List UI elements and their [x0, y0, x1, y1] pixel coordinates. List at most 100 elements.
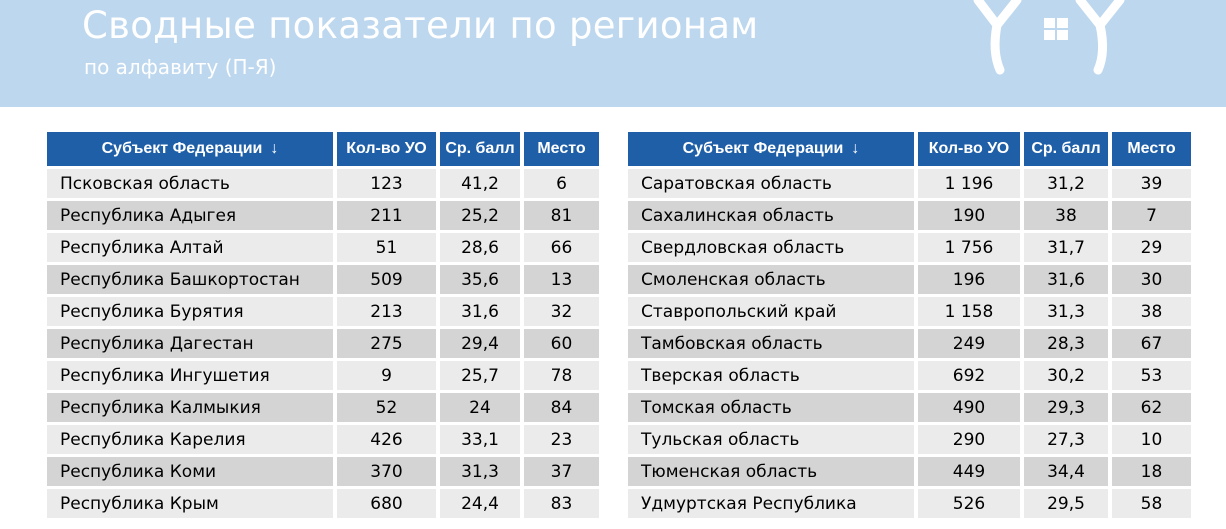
column-header-count[interactable]: Кол-во УО [918, 132, 1024, 169]
table-row: Республика Адыгея 211 25,2 81 [47, 201, 599, 233]
cell-count: 196 [918, 265, 1024, 297]
cell-avg-score: 33,1 [440, 425, 524, 457]
cell-avg-score: 30,2 [1024, 361, 1112, 393]
cell-count: 211 [337, 201, 440, 233]
table-row: Республика Башкортостан 509 35,6 13 [47, 265, 599, 297]
cell-region-name: Тверская область [628, 361, 918, 393]
cell-region-name: Свердловская область [628, 233, 918, 265]
cell-region-name: Республика Ингушетия [47, 361, 337, 393]
cell-count: 249 [918, 329, 1024, 361]
cell-count: 692 [918, 361, 1024, 393]
table-row: Республика Бурятия 213 31,6 32 [47, 297, 599, 329]
regions-table-left: Субъект Федерации ↓ Кол-во УО Ср. балл Ме… [47, 132, 599, 521]
cell-region-name: Республика Башкортостан [47, 265, 337, 297]
cell-region-name: Республика Коми [47, 457, 337, 489]
cell-avg-score: 31,2 [1024, 169, 1112, 201]
column-header-place[interactable]: Место [1112, 132, 1191, 169]
cell-count: 190 [918, 201, 1024, 233]
table-row: Псковская область 123 41,2 6 [47, 169, 599, 201]
cell-place: 83 [524, 489, 599, 521]
cell-region-name: Тульская область [628, 425, 918, 457]
title-banner: Сводные показатели по регионам по алфави… [0, 0, 1226, 107]
table-row: Республика Алтай 51 28,6 66 [47, 233, 599, 265]
cell-avg-score: 25,2 [440, 201, 524, 233]
column-header-place[interactable]: Место [524, 132, 599, 169]
cell-count: 1 158 [918, 297, 1024, 329]
cell-count: 370 [337, 457, 440, 489]
cell-region-name: Тамбовская область [628, 329, 918, 361]
column-header-subject[interactable]: Субъект Федерации ↓ [628, 132, 918, 169]
table-row: Республика Дагестан 275 29,4 60 [47, 329, 599, 361]
cell-avg-score: 34,4 [1024, 457, 1112, 489]
cell-place: 53 [1112, 361, 1191, 393]
cell-avg-score: 28,6 [440, 233, 524, 265]
sort-down-icon: ↓ [851, 140, 860, 157]
cell-place: 37 [524, 457, 599, 489]
cell-avg-score: 29,5 [1024, 489, 1112, 521]
cell-count: 275 [337, 329, 440, 361]
cell-region-name: Республика Крым [47, 489, 337, 521]
cell-count: 51 [337, 233, 440, 265]
column-header-subject[interactable]: Субъект Федерации ↓ [47, 132, 337, 169]
regions-table-right: Субъект Федерации ↓ Кол-во УО Ср. балл Ме… [628, 132, 1191, 521]
column-header-avg[interactable]: Ср. балл [1024, 132, 1112, 169]
table-row: Удмуртская Республика 526 29,5 58 [628, 489, 1191, 521]
cell-avg-score: 35,6 [440, 265, 524, 297]
cell-region-name: Республика Алтай [47, 233, 337, 265]
cell-region-name: Республика Карелия [47, 425, 337, 457]
cell-place: 38 [1112, 297, 1191, 329]
table-row: Тамбовская область 249 28,3 67 [628, 329, 1191, 361]
table-row: Томская область 490 29,3 62 [628, 393, 1191, 425]
cell-place: 23 [524, 425, 599, 457]
cell-place: 18 [1112, 457, 1191, 489]
cell-avg-score: 27,3 [1024, 425, 1112, 457]
cell-place: 58 [1112, 489, 1191, 521]
table-row: Республика Крым 680 24,4 83 [47, 489, 599, 521]
cell-region-name: Саратовская область [628, 169, 918, 201]
cell-region-name: Томская область [628, 393, 918, 425]
cell-region-name: Республика Дагестан [47, 329, 337, 361]
column-header-avg[interactable]: Ср. балл [440, 132, 524, 169]
cell-avg-score: 28,3 [1024, 329, 1112, 361]
table-row: Смоленская область 196 31,6 30 [628, 265, 1191, 297]
cell-region-name: Ставропольский край [628, 297, 918, 329]
cell-region-name: Республика Адыгея [47, 201, 337, 233]
cell-avg-score: 29,3 [1024, 393, 1112, 425]
cell-place: 7 [1112, 201, 1191, 233]
table-row: Республика Коми 370 31,3 37 [47, 457, 599, 489]
cell-avg-score: 41,2 [440, 169, 524, 201]
table-row: Тюменская область 449 34,4 18 [628, 457, 1191, 489]
cell-place: 29 [1112, 233, 1191, 265]
table-row: Ставропольский край 1 158 31,3 38 [628, 297, 1191, 329]
cell-region-name: Республика Бурятия [47, 297, 337, 329]
cell-count: 123 [337, 169, 440, 201]
table-header-row: Субъект Федерации ↓ Кол-во УО Ср. балл Ме… [628, 132, 1191, 169]
cell-place: 66 [524, 233, 599, 265]
cell-place: 60 [524, 329, 599, 361]
cell-avg-score: 29,4 [440, 329, 524, 361]
table-row: Саратовская область 1 196 31,2 39 [628, 169, 1191, 201]
cell-place: 13 [524, 265, 599, 297]
page-title: Сводные показатели по регионам [82, 4, 759, 47]
cell-count: 680 [337, 489, 440, 521]
cell-count: 490 [918, 393, 1024, 425]
cell-count: 509 [337, 265, 440, 297]
table-row: Сахалинская область 190 38 7 [628, 201, 1191, 233]
cell-place: 62 [1112, 393, 1191, 425]
cell-count: 213 [337, 297, 440, 329]
table-row: Свердловская область 1 756 31,7 29 [628, 233, 1191, 265]
cell-count: 1 196 [918, 169, 1024, 201]
table-row: Республика Ингушетия 9 25,7 78 [47, 361, 599, 393]
cell-region-name: Сахалинская область [628, 201, 918, 233]
cell-region-name: Псковская область [47, 169, 337, 201]
cell-count: 290 [918, 425, 1024, 457]
cell-place: 30 [1112, 265, 1191, 297]
cell-place: 78 [524, 361, 599, 393]
table-row: Тверская область 692 30,2 53 [628, 361, 1191, 393]
cell-region-name: Удмуртская Республика [628, 489, 918, 521]
cell-place: 84 [524, 393, 599, 425]
table-row: Тульская область 290 27,3 10 [628, 425, 1191, 457]
cell-place: 39 [1112, 169, 1191, 201]
column-header-count[interactable]: Кол-во УО [337, 132, 440, 169]
page-subtitle: по алфавиту (П-Я) [84, 55, 277, 79]
